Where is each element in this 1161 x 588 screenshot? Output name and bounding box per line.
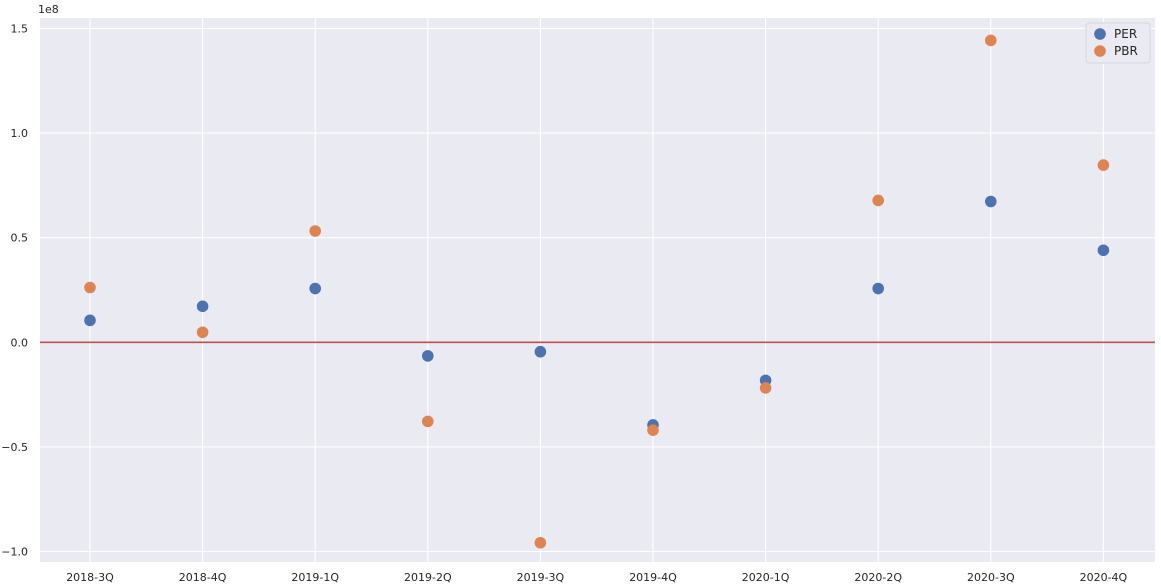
x-tick-label: 2019-1Q	[291, 571, 339, 584]
data-points	[84, 34, 1110, 549]
point-pbr	[647, 424, 659, 436]
y-tick-label: −0.5	[1, 441, 28, 454]
x-tick-label: 2020-2Q	[854, 571, 902, 584]
plot-background	[40, 18, 1155, 562]
y-tick-label: 0.0	[11, 336, 29, 349]
x-tick-label: 2018-4Q	[179, 571, 227, 584]
x-tick-label: 2020-1Q	[742, 571, 790, 584]
x-tick-label: 2018-3Q	[66, 571, 114, 584]
point-per	[1097, 244, 1110, 257]
legend: PER PBR	[1085, 22, 1151, 64]
point-per	[84, 314, 96, 327]
point-per	[196, 300, 209, 313]
y-tick-labels: −1.0 −0.5 0.0 0.5 1.0 1.5	[1, 22, 28, 558]
point-pbr	[985, 34, 997, 47]
point-pbr	[872, 194, 884, 207]
y-tick-label: 1.5	[11, 22, 29, 35]
point-pbr	[196, 326, 209, 339]
point-per	[422, 350, 434, 362]
y-tick-label: 0.5	[11, 232, 29, 245]
point-pbr	[759, 382, 772, 394]
legend-label-per: PER	[1114, 27, 1137, 41]
point-pbr	[534, 536, 547, 549]
point-per	[872, 282, 884, 295]
point-per	[309, 282, 322, 295]
point-pbr	[1097, 159, 1110, 171]
x-tick-label: 2019-3Q	[517, 571, 565, 584]
x-tick-label: 2019-2Q	[404, 571, 452, 584]
x-tick-label: 2019-4Q	[629, 571, 677, 584]
point-pbr	[84, 281, 96, 294]
point-per	[534, 345, 547, 358]
y-tick-label: 1.0	[11, 127, 29, 140]
x-tick-label: 2020-4Q	[1080, 571, 1128, 584]
legend-marker-pbr	[1094, 45, 1106, 57]
x-tick-label: 2020-3Q	[967, 571, 1015, 584]
x-tick-labels: 2018-3Q 2018-4Q 2019-1Q 2019-2Q 2019-3Q 2019-…	[66, 571, 1127, 584]
point-pbr	[422, 415, 434, 428]
point-pbr	[309, 225, 322, 237]
point-per	[985, 195, 997, 208]
legend-marker-per	[1094, 28, 1106, 40]
y-tick-label: −1.0	[1, 546, 28, 559]
y-axis-offset-label: 1e8	[38, 3, 59, 16]
legend-label-pbr: PBR	[1114, 44, 1138, 58]
